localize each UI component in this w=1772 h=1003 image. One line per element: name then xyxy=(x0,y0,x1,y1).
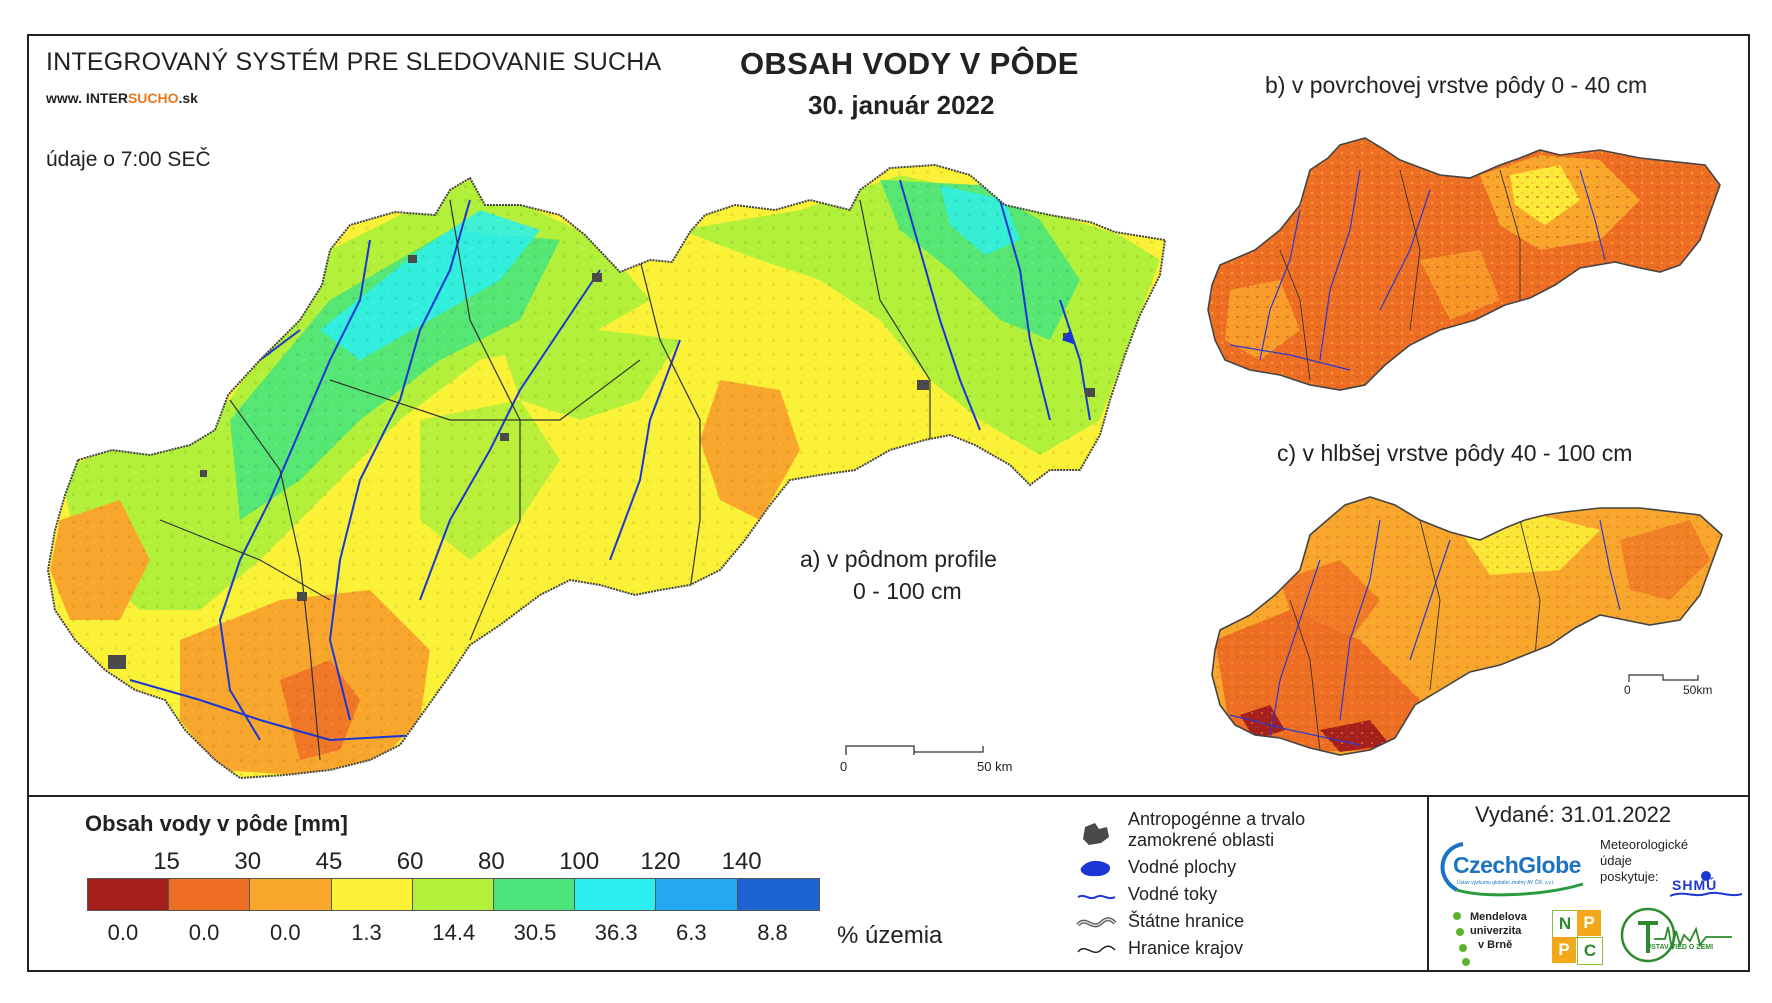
mendel-dots-icon xyxy=(1453,912,1470,966)
nppc-letter-3: P xyxy=(1552,937,1576,963)
caption-map-b: b) v povrchovej vrstve pôdy 0 - 40 cm xyxy=(1265,72,1648,98)
legend-divider xyxy=(27,795,1750,797)
caption-map-c: c) v hlbšej vrstve pôdy 40 - 100 cm xyxy=(1277,440,1633,466)
percent-unit: % územia xyxy=(837,922,943,949)
uvz-text: ÚSTAV VIED O ZEMI xyxy=(1646,944,1714,951)
mendel-line1: Mendelova xyxy=(1470,911,1527,923)
legend-threshold-label: 80 xyxy=(478,848,505,875)
legend-percentage-label: 30.5 xyxy=(513,920,557,945)
water-stream-icon xyxy=(1077,894,1116,900)
state-border-c xyxy=(1211,496,1723,756)
legend-colorbar xyxy=(87,878,820,911)
legend-threshold-label: 60 xyxy=(396,848,424,875)
map-date: 30. január 2022 xyxy=(808,90,995,120)
legend-percentage-label: 0.0 xyxy=(188,920,220,945)
caption-map-a-line1: a) v pôdnom profile xyxy=(800,546,997,572)
symbol-legend-icons xyxy=(1076,823,1117,954)
legend-percentage-label: 14.4 xyxy=(432,920,476,945)
scale-small-end: 50km xyxy=(1683,683,1713,697)
state-border-a xyxy=(46,163,1167,780)
legend-threshold-label: 100 xyxy=(559,848,600,875)
scale-main-start: 0 xyxy=(840,759,848,774)
met-data-provider: Meteorologické údaje poskytuje: xyxy=(1600,837,1688,885)
symbol-label-region-borders: Hranice krajov xyxy=(1128,938,1244,958)
legend-title: Obsah vody v pôde [mm] xyxy=(85,811,348,836)
nppc-letter-1: N xyxy=(1552,910,1578,938)
legend-color-cell xyxy=(250,879,332,910)
legend-color-cell xyxy=(88,879,170,910)
soil-water-map-c xyxy=(1212,497,1722,755)
legend-percentage-label: 1.3 xyxy=(351,920,382,945)
shmu-logo: SHMÚ xyxy=(1670,868,1742,898)
legend-percentage-label: 0.0 xyxy=(107,920,139,945)
czechglobe-logo: CzechGlobe Ústav výzkumu globální změny … xyxy=(1433,838,1591,900)
soil-water-map-b xyxy=(1208,138,1720,390)
met-line2: údaje xyxy=(1600,853,1632,868)
scale-main-end: 50 km xyxy=(977,759,1013,774)
mendel-line2: univerzita xyxy=(1470,925,1522,937)
legend-color-cell xyxy=(656,879,738,910)
legend-threshold-label: 15 xyxy=(153,848,180,875)
symbol-label-water-bodies: Vodné plochy xyxy=(1128,857,1237,877)
main-title: OBSAH VODY V PÔDE xyxy=(740,46,1079,81)
website-suffix: .sk xyxy=(178,90,198,106)
czechglobe-swoosh-icon xyxy=(1440,842,1584,897)
website-prefix: www. INTER xyxy=(46,90,128,106)
czechglobe-name: CzechGlobe xyxy=(1453,852,1581,878)
soil-water-map-a xyxy=(48,165,1165,778)
scale-bar-small xyxy=(1628,674,1699,682)
caption-map-a-line2: 0 - 100 cm xyxy=(853,578,962,604)
mendel-logo: Mendelova univerzita v Brně xyxy=(1450,908,1545,968)
symbol-label-anthropogenic-2: zamokrené oblasti xyxy=(1128,830,1275,850)
legend-percentage-label: 0.0 xyxy=(270,920,301,945)
symbol-label-water-streams: Vodné toky xyxy=(1128,884,1218,904)
state-border-b xyxy=(1207,137,1721,391)
shmu-wave-icon xyxy=(1670,871,1742,897)
anthropogenic-area-icon xyxy=(1083,823,1109,845)
met-line3: poskytuje: xyxy=(1600,869,1659,884)
website-highlight: SUCHO xyxy=(127,90,179,106)
legend-threshold-label: 140 xyxy=(721,848,762,875)
system-title: INTEGROVANÝ SYSTÉM PRE SLEDOVANIE SUCHA xyxy=(46,48,662,76)
czechglobe-subtitle: Ústav výzkumu globální změny AV ČR, v.v.… xyxy=(1457,880,1555,886)
legend-color-cell xyxy=(169,879,251,910)
region-border-icon xyxy=(1077,945,1116,954)
map-frame xyxy=(27,34,1750,972)
uvz-logo: ÚSTAV VIED O ZEMI xyxy=(1620,905,1735,967)
mendel-line3: v Brně xyxy=(1478,939,1513,951)
met-line1: Meteorologické xyxy=(1600,837,1689,852)
water-body-icon xyxy=(1080,860,1111,877)
legend-threshold-label: 120 xyxy=(640,848,681,875)
legend-color-cell xyxy=(493,879,576,910)
legend-color-cell xyxy=(737,879,819,910)
symbol-label-anthropogenic-1: Antropogénne a trvalo xyxy=(1128,809,1306,829)
nppc-letter-4: C xyxy=(1577,937,1603,965)
nppc-letter-2: P xyxy=(1577,910,1601,936)
legend-percentage-label: 6.3 xyxy=(676,920,707,945)
legend-threshold-label: 45 xyxy=(315,848,343,875)
legend-color-cell xyxy=(575,879,657,910)
legend-percentage-label: 8.8 xyxy=(757,920,788,945)
scale-small-start: 0 xyxy=(1624,683,1631,697)
symbol-label-state-borders: Štátne hranice xyxy=(1128,911,1245,931)
scale-bar-main xyxy=(845,745,984,755)
legend-color-cell xyxy=(331,879,413,910)
legend-threshold-label: 30 xyxy=(234,848,262,875)
state-border-icon-inner xyxy=(1077,918,1116,927)
website-link[interactable]: www. INTERSUCHO.sk xyxy=(46,90,198,106)
footer-divider xyxy=(1427,795,1429,972)
uvz-seismograph-icon xyxy=(1620,907,1732,963)
issued-date: Vydané: 31.01.2022 xyxy=(1475,802,1672,827)
legend-color-cell xyxy=(412,879,494,910)
shmu-text: SHMÚ xyxy=(1672,877,1718,893)
legend-percentage-label: 36.3 xyxy=(594,920,638,945)
time-note: údaje o 7:00 SEČ xyxy=(46,148,211,171)
nppc-logo: N P P C xyxy=(1552,910,1603,965)
